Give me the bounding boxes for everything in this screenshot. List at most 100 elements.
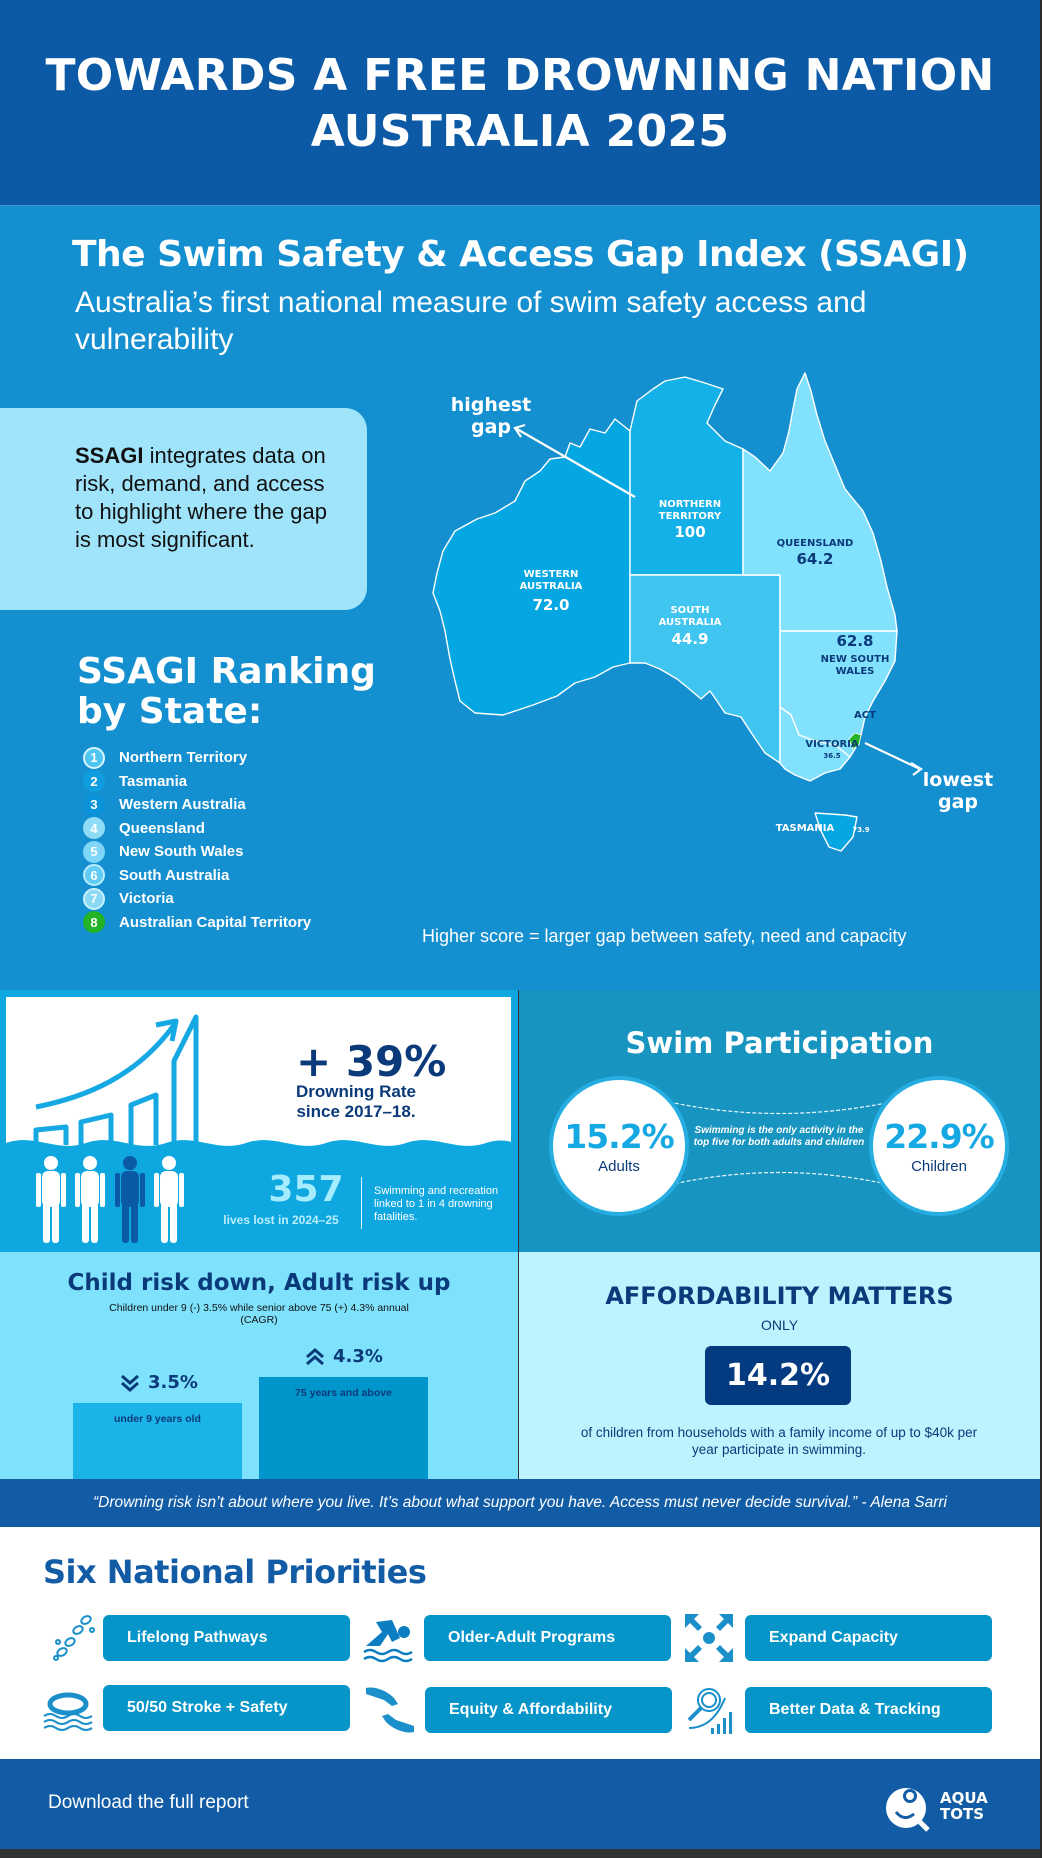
score-legend-note: Higher score = larger gap between safety… bbox=[422, 926, 907, 946]
priority-older-adult-programs[interactable]: Older-Adult Programs bbox=[424, 1615, 671, 1661]
affordability-title: AFFORDABILITY MATTERS bbox=[605, 1282, 954, 1310]
aqua-tots-logo: AQUA TOTS bbox=[882, 1779, 1002, 1833]
children-risk-bar: under 9 years old bbox=[73, 1403, 242, 1479]
rank-state: South Australia bbox=[119, 866, 230, 884]
priority-expand-capacity[interactable]: Expand Capacity bbox=[745, 1615, 992, 1661]
ranking-item: 8 Australian Capital Territory bbox=[83, 911, 311, 935]
stats-row-2: Child risk down, Adult risk up Children … bbox=[0, 1252, 1040, 1479]
ssagi-subtitle: Australia’s first national measure of sw… bbox=[75, 286, 867, 356]
nt-score: 100 bbox=[674, 523, 705, 541]
seniors-bar-label: 75 years and above bbox=[295, 1387, 392, 1399]
australia-map: highest gap lowest gap WESTERN AUSTRALIA 72… bbox=[425, 361, 995, 861]
nt-label: NORTHERN TERRITORY bbox=[659, 499, 722, 522]
adults-label: Adults bbox=[598, 1158, 640, 1175]
footprints-icon bbox=[53, 1615, 95, 1661]
priorities-title: Six National Priorities bbox=[43, 1553, 427, 1591]
rank-state: Australian Capital Territory bbox=[119, 913, 312, 931]
adults-circle: 15.2% Adults bbox=[549, 1076, 689, 1216]
map-state-act[interactable] bbox=[848, 732, 862, 750]
ranking-item: 7 Victoria bbox=[83, 887, 311, 911]
affordability-value-badge: 14.2% bbox=[705, 1346, 851, 1405]
qld-label: QUEENSLAND bbox=[777, 538, 854, 549]
priorities-section: Six National Priorities Lifelong Pathway… bbox=[0, 1527, 1040, 1759]
divider bbox=[361, 1177, 362, 1229]
participation-note: Swimming is the only activity in the top… bbox=[693, 1125, 865, 1148]
download-report-link[interactable]: Download the full report bbox=[48, 1792, 249, 1813]
rank-state: Queensland bbox=[119, 819, 205, 837]
double-chevron-up-icon bbox=[306, 1347, 324, 1365]
rank-state: Victoria bbox=[119, 890, 174, 908]
ssagi-intro-card: SSAGI integrates data on risk, demand, a… bbox=[0, 408, 367, 610]
mascot-icon bbox=[886, 1788, 930, 1832]
tas-label: TASMANIA bbox=[776, 823, 835, 834]
children-risk-value: 3.5% bbox=[120, 1372, 198, 1393]
children-risk-text: 3.5% bbox=[148, 1372, 198, 1393]
rising-chart-icon bbox=[6, 1014, 511, 1252]
lowest-gap-label: lowest gap bbox=[923, 769, 993, 813]
ranking-item: 5 New South Wales bbox=[83, 840, 311, 864]
priority-better-data-tracking[interactable]: Better Data & Tracking bbox=[745, 1687, 992, 1733]
title-line-2: AUSTRALIA 2025 bbox=[310, 106, 730, 157]
bottom-edge bbox=[0, 1849, 1042, 1858]
rank-state: Western Australia bbox=[119, 796, 246, 814]
seniors-risk-bar: 75 years and above bbox=[259, 1377, 428, 1479]
vic-label: VICTORIA bbox=[805, 739, 859, 750]
map-state-nt[interactable] bbox=[629, 376, 744, 576]
page-title: TOWARDS A FREE DROWNING NATION AUSTRALIA… bbox=[0, 48, 1040, 160]
affordability-text: of children from households with a famil… bbox=[580, 1425, 978, 1457]
intro-bold: SSAGI bbox=[75, 443, 144, 468]
stats-row-1: + 39% Drowning Rate since 2017–18. 357 l… bbox=[0, 990, 1040, 1252]
expand-arrows-icon bbox=[685, 1614, 733, 1662]
ranking-item: 6 South Australia bbox=[83, 864, 311, 888]
wa-score: 72.0 bbox=[532, 596, 569, 614]
highest-gap-label: highest gap bbox=[451, 394, 531, 438]
drowning-rate-label: Drowning Rate since 2017–18. bbox=[281, 1082, 431, 1122]
lifebuoy-icon bbox=[43, 1692, 93, 1731]
ssagi-title: The Swim Safety & Access Gap Index (SSAG… bbox=[72, 234, 969, 275]
ranking-title: SSAGI Ranking by State: bbox=[77, 652, 376, 732]
map-state-wa[interactable] bbox=[432, 418, 631, 716]
page-header: TOWARDS A FREE DROWNING NATION AUSTRALIA… bbox=[0, 0, 1040, 206]
affordability-panel: AFFORDABILITY MATTERS ONLY 14.2% of chil… bbox=[519, 1252, 1040, 1479]
participation-title: Swim Participation bbox=[625, 1026, 934, 1060]
priority-lifelong-pathways[interactable]: Lifelong Pathways bbox=[103, 1615, 350, 1661]
swim-participation-panel: Swim Participation 15.2% Adults 22.9% Ch… bbox=[519, 990, 1040, 1252]
map-state-sa[interactable] bbox=[629, 574, 781, 764]
double-chevron-down-icon bbox=[121, 1374, 139, 1392]
children-value: 22.9% bbox=[884, 1117, 994, 1156]
map-state-vic[interactable] bbox=[779, 706, 851, 782]
priority-stroke-safety[interactable]: 50/50 Stroke + Safety bbox=[103, 1685, 350, 1731]
ssagi-section: The Swim Safety & Access Gap Index (SSAG… bbox=[0, 206, 1040, 990]
vic-score: 36.5 bbox=[823, 752, 840, 760]
rank-badge: 6 bbox=[83, 864, 105, 887]
risk-chart-panel: Child risk down, Adult risk up Children … bbox=[0, 1252, 518, 1479]
nsw-label: NEW SOUTH WALES bbox=[821, 654, 890, 677]
ranking-list: 1 Northern Territory 2 Tasmania 3 Western A… bbox=[83, 746, 311, 934]
logo-line-1: AQUA bbox=[940, 1789, 988, 1807]
lives-lost-label: lives lost in 2024–25 bbox=[223, 1213, 339, 1227]
drowning-label-line-1: Drowning Rate bbox=[296, 1082, 416, 1101]
children-bar-label: under 9 years old bbox=[114, 1413, 201, 1425]
map-state-tas[interactable] bbox=[814, 812, 858, 852]
lives-lost-value: 357 bbox=[268, 1169, 344, 1210]
priority-equity-affordability[interactable]: Equity & Affordability bbox=[425, 1687, 672, 1733]
right-edge bbox=[1040, 0, 1042, 1858]
act-label: ACT bbox=[854, 710, 876, 721]
children-label: Children bbox=[911, 1158, 967, 1175]
highest-gap-arrow bbox=[513, 423, 636, 498]
ranking-item: 4 Queensland bbox=[83, 817, 311, 841]
rank-badge: 7 bbox=[83, 887, 105, 910]
intro-text: integrates data on risk, demand, and acc… bbox=[75, 443, 327, 552]
sa-label: SOUTH AUSTRALIA bbox=[659, 605, 722, 628]
ranking-item: 1 Northern Territory bbox=[83, 746, 311, 770]
drowning-rate-card: + 39% Drowning Rate since 2017–18. 357 l… bbox=[6, 997, 511, 1252]
rank-badge: 1 bbox=[83, 746, 105, 769]
rank-badge: 4 bbox=[83, 817, 105, 840]
rank-state: New South Wales bbox=[119, 843, 244, 861]
title-line-1: TOWARDS A FREE DROWNING NATION bbox=[45, 50, 995, 101]
swimmer-icon bbox=[363, 1620, 413, 1663]
page-footer: Download the full report AQUA TOTS bbox=[0, 1759, 1040, 1849]
ranking-item: 2 Tasmania bbox=[83, 770, 311, 794]
people-icon bbox=[36, 1156, 184, 1243]
